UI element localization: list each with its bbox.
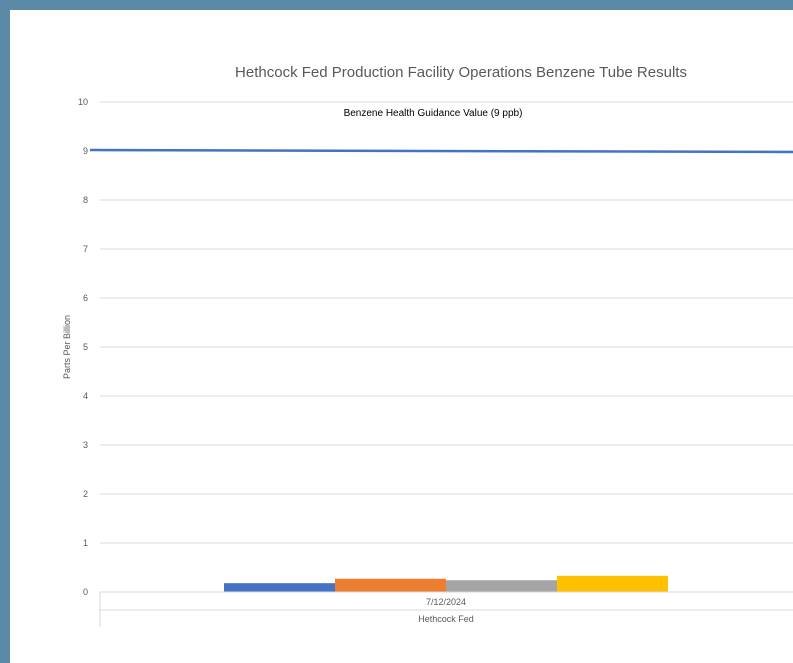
reference-line xyxy=(89,148,793,154)
chart-canvas: Hethcock Fed Production Facility Operati… xyxy=(62,64,793,627)
grid-layer xyxy=(100,101,793,593)
y-tick-label-7: 7 xyxy=(83,244,88,254)
reference-line-layer: Benzene Health Guidance Value (9 ppb) xyxy=(89,108,793,154)
y-tick-label-8: 8 xyxy=(83,195,88,205)
bar-series-3 xyxy=(446,580,557,592)
bar-series-2 xyxy=(335,578,446,592)
x-axis: 7/12/2024 Hethcock Fed xyxy=(99,591,793,627)
y-tick-label-4: 4 xyxy=(83,391,88,401)
y-tick-label-3: 3 xyxy=(83,440,88,450)
y-tick-label-2: 2 xyxy=(83,489,88,499)
x-category-label-date: 7/12/2024 xyxy=(426,597,466,607)
y-tick-label-6: 6 xyxy=(83,293,88,303)
bar-series-4 xyxy=(557,575,668,592)
x-category-label-group: Hethcock Fed xyxy=(418,614,474,624)
bar-layer xyxy=(224,575,668,592)
y-tick-label-10: 10 xyxy=(78,97,88,107)
y-axis-title: Parts Per Billion xyxy=(62,315,72,379)
chart-panel: Hethcock Fed Production Facility Operati… xyxy=(10,10,793,663)
chart-title: Hethcock Fed Production Facility Operati… xyxy=(235,64,687,81)
bar-series-1 xyxy=(224,583,335,592)
y-tick-labels: 0 1 2 3 4 5 6 7 8 9 10 xyxy=(78,97,88,597)
y-tick-label-9: 9 xyxy=(83,146,88,156)
y-tick-label-1: 1 xyxy=(83,538,88,548)
y-tick-label-0: 0 xyxy=(83,587,88,597)
reference-line-label: Benzene Health Guidance Value (9 ppb) xyxy=(344,108,523,119)
y-tick-label-5: 5 xyxy=(83,342,88,352)
